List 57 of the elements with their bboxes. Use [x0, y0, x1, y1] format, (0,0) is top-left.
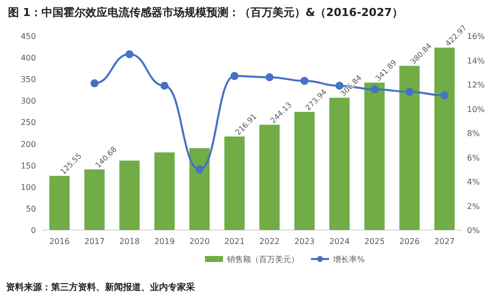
x-tick-label: 2026 — [399, 237, 420, 246]
x-tick-label: 2022 — [259, 237, 280, 246]
bar — [329, 98, 350, 230]
legend-label: 增长率% — [332, 255, 365, 264]
y2-tick-label: 10% — [467, 104, 486, 114]
bar — [259, 124, 280, 230]
x-tick-label: 2025 — [364, 237, 385, 246]
y2-tick-label: 16% — [467, 32, 486, 41]
bar — [294, 112, 315, 230]
x-tick-label: 2019 — [154, 237, 175, 246]
bar — [434, 48, 455, 230]
x-tick-label: 2016 — [49, 237, 70, 246]
point — [440, 91, 448, 100]
x-tick-label: 2020 — [189, 237, 210, 246]
x-tick-label: 2018 — [119, 237, 140, 246]
point — [300, 76, 308, 85]
bar — [154, 152, 175, 230]
point — [406, 88, 414, 96]
point — [126, 50, 134, 58]
point — [90, 79, 98, 88]
x-tick-label: 2027 — [434, 237, 455, 246]
point — [160, 82, 168, 90]
x-tick-label: 2021 — [224, 237, 245, 246]
legend-label: 销售额（百万美元） — [226, 255, 299, 264]
bar — [49, 176, 70, 230]
y2-tick-label: 4% — [467, 178, 480, 186]
bar — [189, 148, 210, 230]
point — [266, 73, 274, 82]
bar — [84, 169, 105, 230]
bar — [364, 82, 385, 230]
y-tick-label: 100 — [20, 182, 36, 192]
y2-tick-label: 14% — [467, 56, 486, 66]
y-tick-label: 150 — [20, 161, 36, 170]
bar — [119, 160, 140, 230]
y-tick-label: 250 — [20, 118, 36, 128]
y-tick-label: 450 — [20, 32, 36, 41]
text: 资料来源：第三方资料、新闻报道、业内专家采 — [6, 282, 195, 293]
y2-tick-label: 6% — [467, 153, 480, 162]
y-tick-label: 300 — [20, 96, 36, 106]
x-tick-label: 2023 — [294, 237, 315, 246]
chart-title: 图 1：中国霍尔效应电流传感器市场规模预测：（百万美元）&（2016-2027） — [8, 6, 403, 19]
bar — [399, 66, 420, 230]
y2-tick-label: 0% — [467, 226, 480, 235]
y2-tick-label: 2% — [467, 202, 480, 211]
y-tick-label: 50 — [26, 204, 36, 214]
bar — [224, 136, 245, 230]
point — [196, 165, 204, 174]
y2-tick-label: 8% — [467, 129, 480, 138]
point — [230, 72, 238, 80]
x-tick-label: 2017 — [84, 237, 105, 246]
y-tick-label: 350 — [20, 75, 36, 84]
y-tick-label: 400 — [20, 54, 36, 63]
x-tick-label: 2024 — [329, 237, 350, 246]
y2-tick-label: 12% — [467, 80, 486, 90]
y-tick-label: 200 — [20, 140, 36, 149]
point — [370, 85, 378, 94]
y-tick-label: 0 — [30, 226, 36, 235]
